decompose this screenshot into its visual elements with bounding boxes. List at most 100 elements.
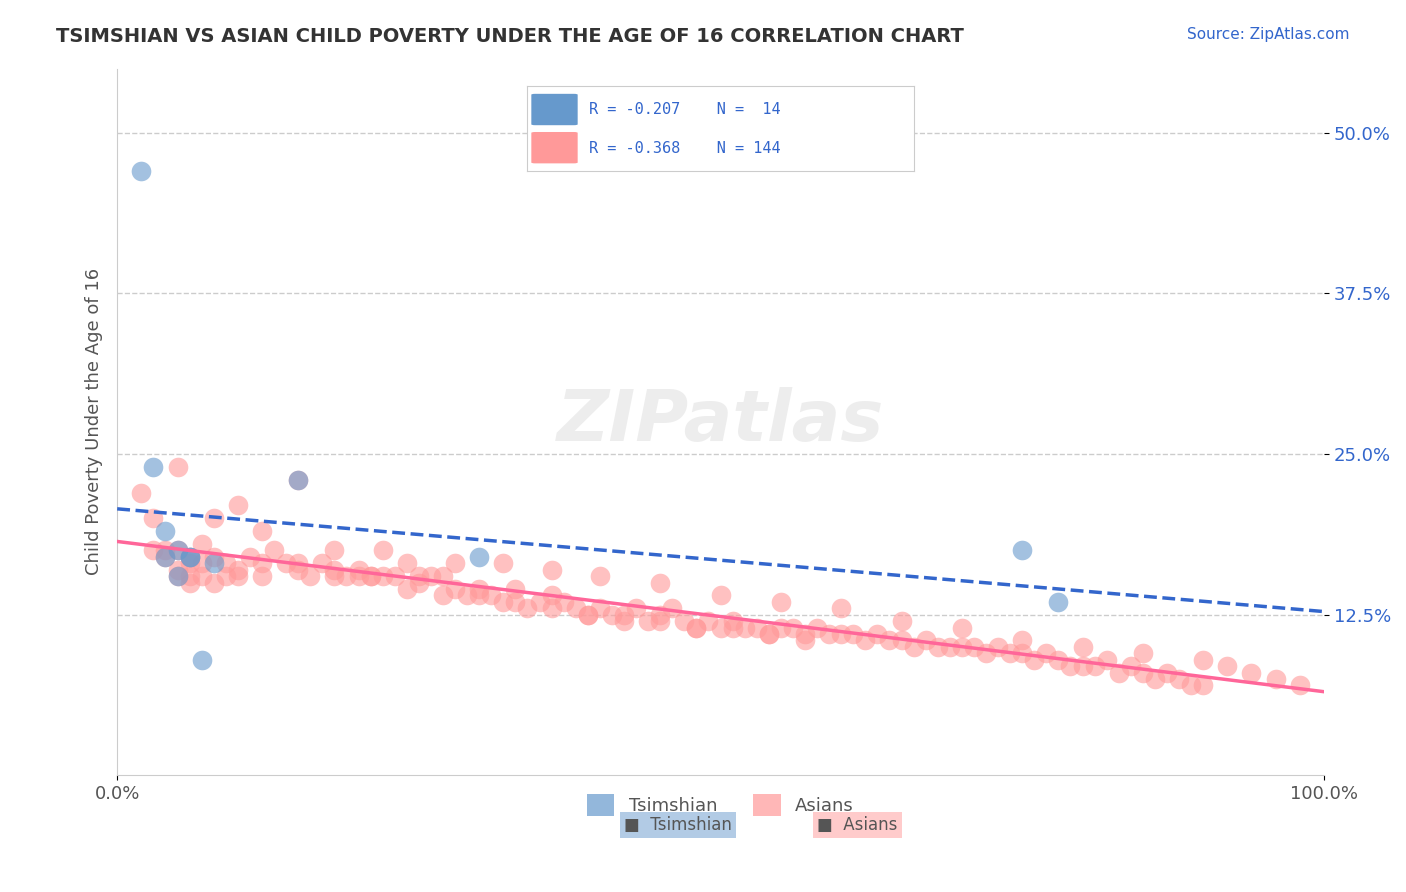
Point [166, 543, 188, 558]
Point [1011, 646, 1033, 660]
Point [190, 556, 212, 570]
Point [131, 485, 153, 500]
Point [1132, 646, 1154, 660]
Point [155, 549, 177, 564]
Point [408, 575, 430, 590]
Point [1143, 672, 1166, 686]
Point [505, 582, 527, 596]
Point [299, 569, 322, 583]
Point [155, 524, 177, 538]
Point [395, 582, 418, 596]
Point [1192, 678, 1215, 692]
Point [1192, 653, 1215, 667]
Point [650, 607, 672, 622]
Point [950, 640, 973, 654]
Point [613, 614, 636, 628]
Point [866, 627, 889, 641]
Point [903, 640, 925, 654]
Point [1011, 633, 1033, 648]
Point [444, 582, 467, 596]
Point [613, 607, 636, 622]
Point [202, 511, 225, 525]
Point [155, 549, 177, 564]
Point [468, 549, 491, 564]
Point [830, 601, 852, 615]
Point [335, 569, 357, 583]
Point [576, 607, 599, 622]
Point [347, 563, 370, 577]
Point [998, 646, 1021, 660]
Point [1059, 659, 1081, 673]
Point [142, 511, 165, 525]
Point [529, 595, 551, 609]
Point [914, 633, 936, 648]
Point [263, 543, 285, 558]
Point [179, 575, 201, 590]
Point [600, 607, 623, 622]
Point [745, 621, 768, 635]
Point [1047, 595, 1070, 609]
Text: ■  Tsimshian: ■ Tsimshian [624, 816, 733, 834]
Text: TSIMSHIAN VS ASIAN CHILD POVERTY UNDER THE AGE OF 16 CORRELATION CHART: TSIMSHIAN VS ASIAN CHILD POVERTY UNDER T… [56, 27, 965, 45]
Point [540, 588, 562, 602]
Point [879, 633, 901, 648]
Point [131, 164, 153, 178]
Point [419, 569, 441, 583]
Point [818, 627, 841, 641]
Point [347, 569, 370, 583]
Point [408, 569, 430, 583]
Point [734, 621, 756, 635]
Point [371, 569, 394, 583]
Point [492, 556, 515, 570]
Point [890, 633, 912, 648]
Point [1108, 665, 1130, 680]
Point [1071, 640, 1094, 654]
Point [287, 563, 309, 577]
Point [479, 588, 502, 602]
Point [166, 569, 188, 583]
Point [1132, 665, 1154, 680]
Point [963, 640, 986, 654]
Point [1035, 646, 1057, 660]
Point [782, 621, 804, 635]
Point [395, 556, 418, 570]
Point [1264, 672, 1286, 686]
Point [505, 595, 527, 609]
Point [323, 569, 346, 583]
Point [564, 601, 586, 615]
Point [360, 569, 382, 583]
Point [215, 569, 238, 583]
Point [323, 543, 346, 558]
Point [650, 614, 672, 628]
Point [276, 556, 298, 570]
Point [492, 595, 515, 609]
Point [842, 627, 865, 641]
Point [142, 459, 165, 474]
Point [709, 588, 731, 602]
Text: Source: ZipAtlas.com: Source: ZipAtlas.com [1187, 27, 1350, 42]
Point [1288, 678, 1310, 692]
Point [1180, 678, 1202, 692]
Point [190, 537, 212, 551]
Point [697, 614, 720, 628]
Point [250, 556, 273, 570]
Point [1024, 653, 1046, 667]
Point [179, 549, 201, 564]
Point [637, 614, 659, 628]
Point [853, 633, 876, 648]
Point [166, 543, 188, 558]
Point [758, 627, 780, 641]
Point [323, 563, 346, 577]
Point [661, 601, 683, 615]
Point [311, 556, 333, 570]
Point [444, 556, 467, 570]
Point [179, 549, 201, 564]
Point [974, 646, 997, 660]
Point [1119, 659, 1142, 673]
Text: ■  Asians: ■ Asians [817, 816, 897, 834]
Point [576, 607, 599, 622]
Point [794, 627, 817, 641]
Point [540, 601, 562, 615]
Point [721, 614, 744, 628]
Point [155, 543, 177, 558]
